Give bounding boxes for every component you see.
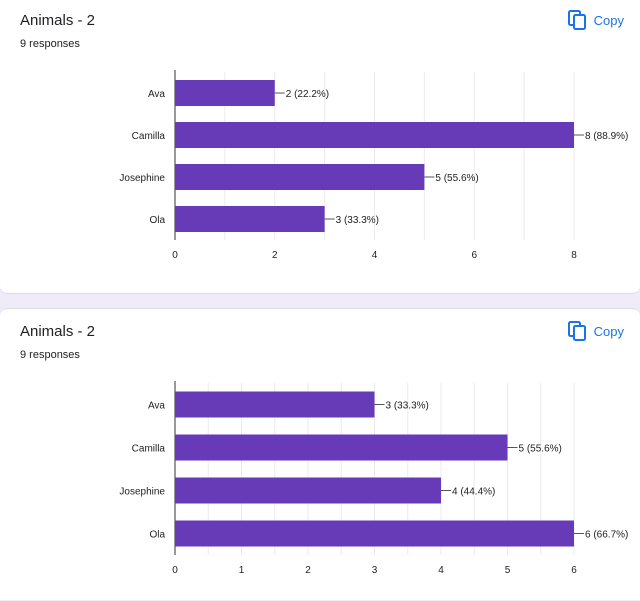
x-tick-label: 0 bbox=[172, 250, 178, 261]
data-label: 3 (33.3%) bbox=[386, 401, 429, 412]
bar[interactable] bbox=[175, 477, 441, 504]
x-tick-label: 0 bbox=[172, 565, 178, 576]
copy-button[interactable]: Copy bbox=[567, 10, 624, 30]
bar[interactable] bbox=[175, 164, 425, 190]
data-label: 6 (66.7%) bbox=[585, 530, 628, 541]
copy-label: Copy bbox=[593, 12, 624, 28]
bar-chart: 0 1 2 3 4 5 6 Ava 3 (33.3%) Camilla 5 (55.6%) Josep… bbox=[119, 381, 628, 576]
data-label: 4 (44.4%) bbox=[452, 487, 495, 498]
bar-chart: 0 2 4 6 8 Ava 2 (22.2%) Camilla 8 (88.9%) Josephi… bbox=[119, 70, 628, 261]
x-tick-label: 6 bbox=[471, 250, 477, 261]
card-title: Animals - 2 bbox=[20, 12, 96, 29]
copy-label: Copy bbox=[593, 323, 624, 339]
category-label: Camilla bbox=[132, 131, 166, 142]
x-tick-label: 1 bbox=[239, 565, 245, 576]
chart-card: 0 1 2 3 4 5 6 Ava 3 (33.3%) Camilla 5 (55.6%) Josep… bbox=[0, 308, 640, 600]
category-label: Ava bbox=[148, 89, 165, 100]
bar[interactable] bbox=[175, 80, 275, 106]
card-title: Animals - 2 bbox=[20, 323, 96, 340]
category-label: Ava bbox=[148, 401, 165, 412]
response-count: 9 responses bbox=[20, 349, 80, 361]
category-label: Ola bbox=[149, 215, 165, 226]
response-count: 9 responses bbox=[20, 38, 80, 50]
x-tick-label: 2 bbox=[305, 565, 311, 576]
x-tick-label: 5 bbox=[505, 565, 511, 576]
bar[interactable] bbox=[175, 434, 508, 461]
x-tick-label: 4 bbox=[372, 250, 378, 261]
category-label: Josephine bbox=[119, 487, 165, 498]
chart-card: 0 2 4 6 8 Ava 2 (22.2%) Camilla 8 (88.9%) Josephi… bbox=[0, 0, 640, 294]
category-label: Camilla bbox=[132, 444, 166, 455]
bar[interactable] bbox=[175, 520, 574, 547]
x-tick-label: 8 bbox=[571, 250, 577, 261]
category-label: Josephine bbox=[119, 173, 165, 184]
data-label: 3 (33.3%) bbox=[336, 215, 379, 226]
copy-button[interactable]: Copy bbox=[567, 321, 624, 341]
bar[interactable] bbox=[175, 122, 574, 148]
data-label: 5 (55.6%) bbox=[519, 444, 562, 455]
x-tick-label: 4 bbox=[438, 565, 444, 576]
copy-icon bbox=[567, 10, 586, 30]
bar[interactable] bbox=[175, 206, 325, 232]
bar[interactable] bbox=[175, 391, 375, 418]
data-label: 8 (88.9%) bbox=[585, 131, 628, 142]
copy-icon bbox=[567, 321, 586, 341]
category-label: Ola bbox=[149, 530, 165, 541]
x-tick-label: 3 bbox=[372, 565, 378, 576]
data-label: 2 (22.2%) bbox=[286, 89, 329, 100]
data-label: 5 (55.6%) bbox=[435, 173, 478, 184]
x-tick-label: 2 bbox=[272, 250, 278, 261]
x-tick-label: 6 bbox=[571, 565, 577, 576]
